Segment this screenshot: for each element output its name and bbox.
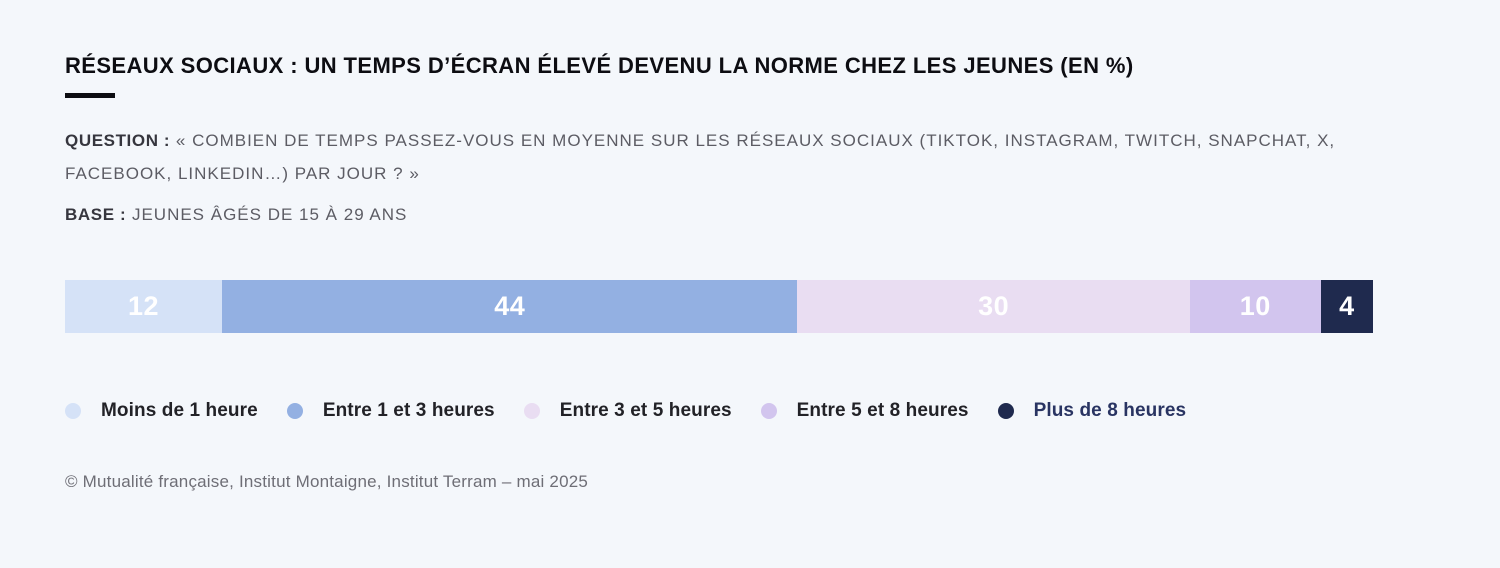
- legend-label: Moins de 1 heure: [101, 399, 258, 421]
- bar-segment-3-5h: 30: [797, 279, 1190, 333]
- base-text: BASE : JEUNES ÂGÉS DE 15 À 29 ANS: [65, 205, 1373, 225]
- bar-segment-value: 12: [127, 290, 159, 321]
- bar-segment-5-8h: 10: [1189, 279, 1321, 333]
- legend-item-3-5h: Entre 3 et 5 heures: [523, 399, 732, 422]
- legend-dot: [286, 402, 303, 419]
- legend-item-5-8h: Entre 5 et 8 heures: [760, 399, 969, 422]
- stacked-bar: 12 44 30 10 4: [65, 279, 1373, 333]
- question-label: QUESTION :: [65, 130, 171, 150]
- legend-item-moins-1h: Moins de 1 heure: [65, 400, 258, 422]
- legend-item-1-3h: Entre 1 et 3 heures: [286, 399, 495, 422]
- source-credit: © Mutualité française, Institut Montaign…: [65, 471, 589, 491]
- bar-segment-value: 44: [494, 290, 526, 321]
- bar-segment-value: 10: [1239, 290, 1271, 321]
- bar-segment-moins-1h: 12: [65, 279, 222, 333]
- legend-dot: [65, 402, 81, 419]
- chart-title: RÉSEAUX SOCIAUX : UN TEMPS D’ÉCRAN ÉLEVÉ…: [65, 53, 1134, 78]
- legend-dot: [997, 402, 1014, 419]
- legend: Moins de 1 heure Entre 1 et 3 heures Ent…: [65, 400, 1373, 422]
- legend-label: Entre 1 et 3 heures: [322, 399, 495, 421]
- infographic: RÉSEAUX SOCIAUX : UN TEMPS D’ÉCRAN ÉLEVÉ…: [65, 53, 1373, 491]
- legend-label: Entre 3 et 5 heures: [559, 399, 732, 421]
- question-body: « COMBIEN DE TEMPS PASSEZ-VOUS EN MOYENN…: [65, 130, 1336, 183]
- legend-item-plus-8h: Plus de 8 heures: [997, 399, 1187, 422]
- base-label: BASE :: [65, 204, 127, 224]
- question-text: QUESTION : « COMBIEN DE TEMPS PASSEZ-VOU…: [65, 124, 1373, 190]
- legend-dot: [760, 402, 777, 419]
- base-body: JEUNES ÂGÉS DE 15 À 29 ANS: [131, 204, 408, 224]
- bar-segment-value: 4: [1339, 290, 1355, 321]
- legend-label: Entre 5 et 8 heures: [796, 399, 969, 421]
- title-accent-line: [65, 92, 115, 98]
- bar-segment-plus-8h: 4: [1320, 279, 1373, 333]
- bar-segment-value: 30: [978, 290, 1010, 321]
- legend-label: Plus de 8 heures: [1033, 399, 1187, 421]
- bar-segment-1-3h: 44: [221, 279, 798, 333]
- legend-dot: [523, 402, 540, 419]
